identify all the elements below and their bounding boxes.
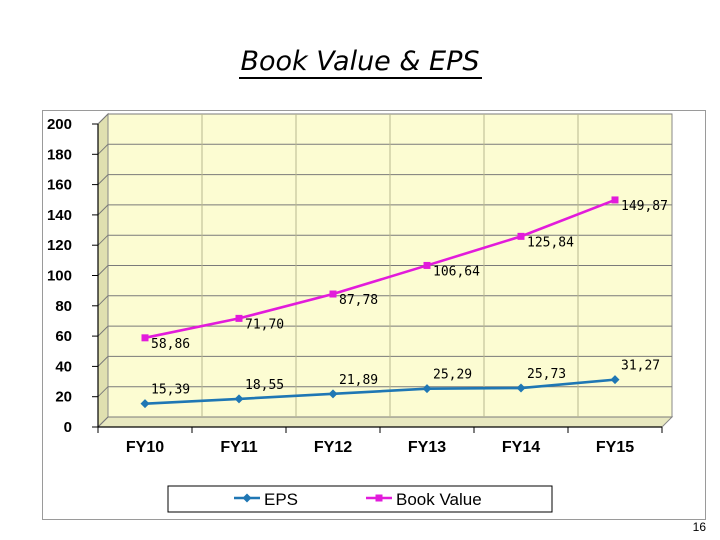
x-tick-label: FY14 (502, 439, 540, 456)
book-value-line (144, 198, 616, 340)
book-value-point (517, 232, 525, 240)
y-tick-label: 160 (47, 177, 72, 194)
eps-data-label: 18,55 (245, 378, 284, 393)
legend-box (167, 485, 553, 513)
book-value-point (141, 334, 149, 342)
eps-point (328, 389, 338, 399)
book-value-point (235, 314, 243, 322)
book-value-point (329, 290, 337, 298)
eps-line (144, 378, 616, 405)
eps-data-label: 25,73 (527, 367, 566, 382)
y-tick-label: 20 (55, 389, 72, 406)
legend-swatch-marker (242, 493, 252, 503)
eps-data-label: 15,39 (151, 383, 190, 398)
book-value-data-label: 58,86 (151, 337, 190, 352)
book-value-point (611, 196, 619, 204)
plot-floor (96, 416, 674, 428)
y-tick-label: 120 (47, 237, 72, 254)
x-tick-label: FY13 (408, 439, 446, 456)
book-value-data-label: 71,70 (245, 317, 284, 332)
eps-point (610, 375, 620, 385)
legend-entry-label: EPS (264, 490, 298, 509)
slide-number: 16 (692, 520, 706, 534)
y-tick-label: 140 (47, 207, 72, 224)
y-tick-label: 100 (47, 268, 72, 285)
book-value-data-label: 106,64 (433, 264, 480, 279)
eps-data-label: 21,89 (339, 373, 378, 388)
y-tick-label: 0 (64, 419, 72, 436)
y-tick-label: 80 (55, 298, 72, 315)
legend-entry-label: Book Value (396, 490, 482, 509)
eps-point (516, 383, 526, 393)
chart-title-text: Book Value & EPS (238, 46, 482, 79)
eps-point (422, 384, 432, 394)
y-tick-label: 180 (47, 146, 72, 163)
book-value-point (423, 261, 431, 269)
legend-swatch-marker (375, 494, 383, 502)
x-tick-label: FY12 (314, 439, 352, 456)
x-tick-label: FY15 (596, 439, 634, 456)
chart-title: Book Value & EPS (0, 46, 720, 79)
eps-point (140, 399, 150, 409)
book-value-data-label: 87,78 (339, 293, 378, 308)
y-tick-label: 60 (55, 328, 72, 345)
x-tick-label: FY11 (220, 439, 257, 456)
y-tick-label: 200 (47, 116, 72, 133)
eps-data-label: 31,27 (621, 359, 660, 374)
eps-point (234, 394, 244, 404)
y-tick-label: 40 (55, 358, 72, 375)
x-tick-label: FY10 (126, 439, 164, 456)
eps-data-label: 25,29 (433, 368, 472, 383)
book-value-data-label: 149,87 (621, 199, 668, 214)
book-value-data-label: 125,84 (527, 235, 574, 250)
